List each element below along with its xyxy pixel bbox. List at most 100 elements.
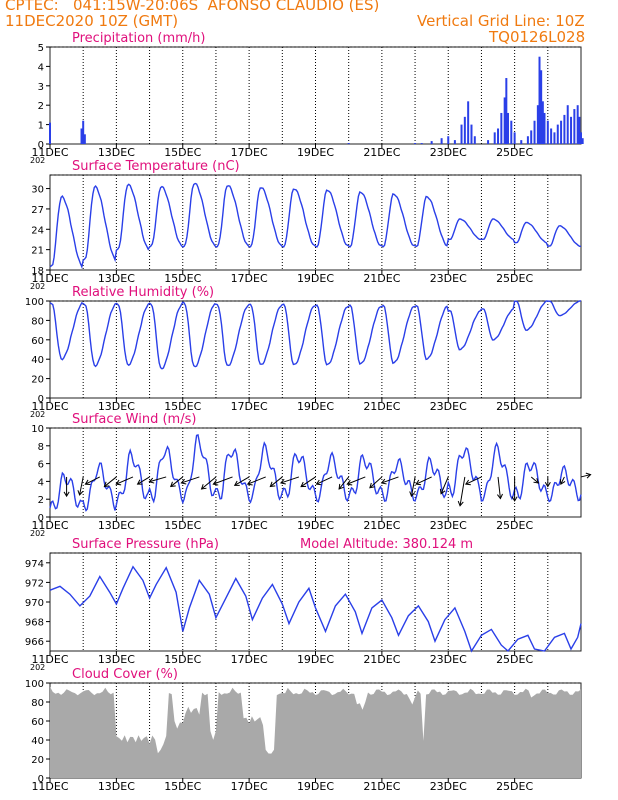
precip-bar — [473, 136, 476, 144]
panel-0-ytick-label: 1 — [38, 121, 44, 132]
wind-vector — [270, 476, 283, 487]
wind-vector-head — [346, 479, 353, 486]
panel-0-title: Precipitation (mm/h) — [72, 31, 205, 46]
wind-vector-head — [246, 479, 253, 486]
precip-bar — [487, 140, 490, 144]
panel-2-ytick-label: 0 — [38, 394, 44, 405]
panel-0-xtick-label: 21DEC — [363, 146, 400, 159]
panel-1-ytick-label: 24 — [31, 225, 44, 236]
precip-bar — [550, 128, 553, 144]
panel-5-xtick-label: 23DEC — [430, 780, 467, 793]
precip-bar — [578, 116, 581, 144]
panel-2-ytick-label: 60 — [31, 336, 44, 347]
precip-bar — [520, 140, 523, 144]
panel-1-ytick-label: 18 — [31, 266, 44, 277]
wind-vector — [300, 476, 316, 487]
panel-1-ytick-label: 30 — [31, 185, 44, 196]
wind-vector-head — [511, 496, 518, 502]
panel-5-ytick-label: 100 — [25, 679, 44, 690]
precip-bar — [506, 112, 509, 144]
panel-0-year-fragment: 202 — [30, 156, 45, 165]
panel-1-year-fragment: 202 — [30, 282, 45, 291]
panel-4-xtick-label: 17DEC — [231, 653, 268, 666]
wind-vector — [459, 476, 466, 506]
precip-bar — [541, 101, 544, 144]
panel-3-xtick-label: 19DEC — [297, 519, 334, 532]
precip-bar — [505, 78, 508, 144]
wind-vector-head — [169, 481, 176, 488]
panel-0-xtick-label: 19DEC — [297, 146, 334, 159]
panel-2-xtick-label: 15DEC — [164, 400, 201, 413]
wind-vector — [115, 476, 134, 485]
panel-3-xtick-label: 25DEC — [496, 519, 533, 532]
panel-3-ytick-label: 4 — [38, 477, 44, 488]
wind-vector-head — [77, 490, 84, 496]
panel-1-xtick-label: 11DEC — [31, 272, 68, 285]
wind-vector-head — [369, 482, 375, 489]
panel-2-xtick-label: 23DEC — [430, 400, 467, 413]
panel-3-xtick-label: 17DEC — [231, 519, 268, 532]
wind-vector — [440, 476, 449, 494]
precip-bar — [560, 120, 563, 144]
wind-vector-head — [300, 481, 307, 488]
panel-5-xtick-label: 19DEC — [297, 780, 334, 793]
header-station: CPTEC: 041:15W-20:06S AFONSO CLAUDIO (ES… — [5, 0, 380, 14]
precip-bar — [463, 116, 466, 144]
panel-0-ytick-label: 4 — [38, 62, 44, 73]
precip-bar — [526, 136, 529, 144]
wind-vector-head — [148, 477, 155, 484]
wind-vector-head — [559, 479, 566, 486]
panel-2-title: Relative Humidity (%) — [72, 285, 214, 300]
wind-vector — [338, 476, 350, 490]
panel-5-ytick-label: 20 — [31, 755, 44, 766]
panel-4-xtick-label: 23DEC — [430, 653, 467, 666]
wind-vector — [381, 476, 399, 484]
precip-bar — [503, 97, 506, 144]
panel-3-ytick-label: 6 — [38, 460, 44, 471]
wind-vector — [580, 474, 591, 478]
precip-bar — [460, 124, 463, 144]
panel-0-xtick-label: 23DEC — [430, 146, 467, 159]
wind-vector-head — [269, 481, 276, 488]
wind-vector — [201, 476, 217, 490]
wind-vector-head — [544, 482, 551, 488]
panel-4-ytick-label: 970 — [25, 598, 44, 609]
panel-1-xtick-label: 25DEC — [496, 272, 533, 285]
precip-bar — [83, 134, 86, 144]
panel-1-xtick-label: 17DEC — [231, 272, 268, 285]
panel-3-year-fragment: 202 — [30, 529, 45, 538]
precip-bar — [510, 120, 513, 144]
wind-vector — [280, 476, 300, 484]
panel-5-ytick-label: 0 — [38, 774, 44, 785]
model-altitude: Model Altitude: 380.124 m — [300, 537, 473, 552]
panel-5-xtick-label: 21DEC — [363, 780, 400, 793]
panel-0-ytick-label: 5 — [38, 43, 44, 54]
panel-3-xtick-label: 11DEC — [31, 519, 68, 532]
precip-bar — [570, 116, 573, 144]
precip-bar — [533, 120, 536, 144]
wind-vector-head — [115, 479, 122, 486]
wind-vector — [149, 476, 167, 483]
panel-3-xtick-label: 13DEC — [98, 519, 135, 532]
wind-vector-head — [533, 478, 540, 484]
panel-4-year-fragment: 202 — [30, 663, 45, 672]
panel-5-xtick-label: 17DEC — [231, 780, 268, 793]
panel-2-xtick-label: 21DEC — [363, 400, 400, 413]
precip-bar — [414, 143, 417, 144]
panel-1-ytick-label: 21 — [31, 246, 44, 257]
panel-1-frame — [49, 174, 582, 271]
wind-vector-head — [315, 479, 322, 486]
precip-bar — [563, 114, 566, 144]
precip-bar — [347, 143, 350, 144]
panel-0-ytick-label: 3 — [38, 82, 44, 93]
wind-vector — [104, 476, 117, 487]
wind-vector-head — [464, 479, 471, 486]
panel-0-xtick-label: 15DEC — [164, 146, 201, 159]
panel-1-ytick-label: 27 — [31, 205, 44, 216]
temperature-line — [49, 182, 581, 269]
panel-1-xtick-label: 21DEC — [363, 272, 400, 285]
header-code: TQ0126L028 — [489, 28, 586, 46]
precip-bar — [536, 105, 539, 144]
panel-5-xtick-label: 11DEC — [31, 780, 68, 793]
